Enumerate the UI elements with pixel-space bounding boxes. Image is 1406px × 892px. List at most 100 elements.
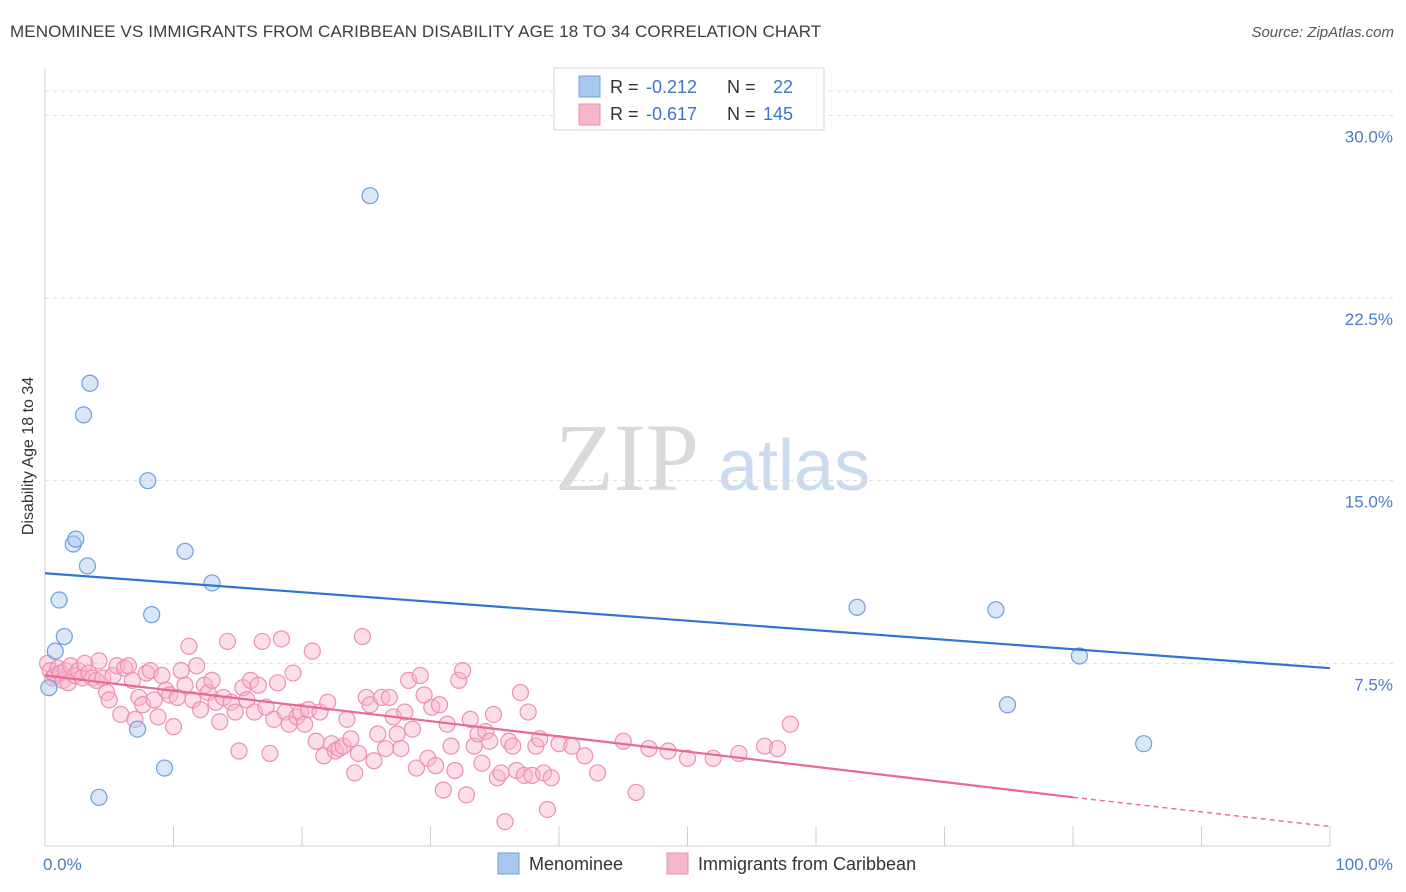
caribbean-point-119: [481, 732, 499, 750]
legend-top-r-label-1: R =: [610, 77, 639, 97]
caribbean-point-102: [415, 686, 433, 704]
caribbean-point-109: [442, 737, 460, 755]
caribbean-point-85: [349, 744, 368, 763]
caribbean-point-65: [272, 630, 291, 648]
menominee-point-19: [998, 696, 1017, 714]
legend-top-n-value-2: 145: [763, 104, 793, 124]
legend-top-r-value-1: -0.212: [646, 77, 697, 97]
caribbean-point-114: [461, 710, 479, 728]
trend-lines: [44, 572, 1331, 828]
menominee-point-4: [64, 535, 82, 553]
menominee-point-21: [1135, 735, 1153, 753]
caribbean-point-135: [542, 769, 560, 787]
legend-top: R = -0.212 N = 22 R = -0.617 N = 145: [553, 67, 825, 131]
menominee-point-11: [139, 472, 157, 490]
caribbean-point-82: [338, 710, 356, 728]
source-credit: Source: ZipAtlas.com: [1251, 24, 1394, 41]
caribbean-point-49: [211, 713, 229, 731]
caribbean-point-125: [504, 737, 522, 755]
caribbean-point-62: [261, 744, 279, 763]
caribbean-point-17: [90, 652, 108, 670]
caribbean-point-122: [492, 764, 510, 782]
menominee-point-2: [50, 591, 68, 609]
caribbean-point-134: [538, 800, 557, 819]
caribbean-point-100: [407, 759, 425, 777]
legend-top-n-value-1: 22: [773, 77, 793, 97]
menominee-point-1: [46, 642, 64, 660]
caribbean-point-129: [519, 703, 537, 721]
y-tick-label-0: 7.5%: [1354, 675, 1393, 694]
x-tick-max-label: 100.0%: [1335, 855, 1393, 874]
menominee-point-20: [1070, 647, 1089, 665]
caribbean-point-33: [149, 708, 167, 726]
caribbean-point-68: [284, 664, 302, 682]
caribbean-point-105: [427, 757, 445, 775]
caribbean-point-148: [768, 739, 787, 758]
caribbean-point-93: [380, 688, 398, 707]
caribbean-point-84: [346, 764, 364, 782]
caribbean-point-123: [496, 813, 514, 831]
caribbean-point-74: [307, 732, 325, 750]
caribbean-point-53: [226, 703, 244, 721]
caribbean-point-144: [678, 749, 697, 767]
caribbean-point-140: [614, 732, 632, 750]
caribbean-point-106: [430, 696, 449, 714]
menominee-trend-line: [44, 572, 1331, 670]
caribbean-point-113: [457, 786, 476, 804]
y-tick-labels: 7.5% 15.0% 22.5% 30.0%: [1345, 127, 1393, 694]
gridlines: [45, 90, 1393, 664]
caribbean-point-39: [172, 662, 190, 680]
menominee-point-17: [848, 598, 866, 616]
caribbean-point-149: [781, 715, 799, 733]
menominee-point-6: [74, 406, 93, 424]
caribbean-point-20: [100, 691, 118, 709]
y-tick-label-1: 15.0%: [1345, 493, 1393, 512]
watermark: ZIP atlas: [555, 404, 870, 511]
caribbean-point-89: [365, 752, 383, 770]
caribbean-point-13: [76, 654, 94, 672]
caribbean-point-51: [218, 632, 237, 651]
caribbean-point-37: [164, 718, 183, 736]
menominee-point-10: [128, 720, 147, 738]
caribbean-point-83: [342, 730, 360, 748]
caribbean-point-60: [253, 632, 271, 651]
legend-bottom-label-caribbean: Immigrants from Caribbean: [698, 854, 916, 874]
caribbean-point-73: [303, 642, 321, 660]
menominee-point-7: [78, 557, 97, 575]
caribbean-point-127: [511, 683, 530, 702]
legend-top-r-value-2: -0.617: [646, 104, 697, 124]
menominee-point-16: [361, 187, 379, 205]
menominee-point-9: [90, 788, 108, 806]
menominee-point-18: [987, 601, 1005, 619]
legend-top-r-label-2: R =: [610, 104, 639, 124]
caribbean-point-25: [119, 657, 138, 675]
menominee-point-3: [55, 627, 73, 646]
watermark-atlas: atlas: [718, 426, 870, 506]
caribbean-point-32: [145, 691, 163, 709]
watermark-zip: ZIP: [555, 404, 699, 511]
caribbean-point-92: [376, 739, 395, 758]
caribbean-point-54: [230, 742, 248, 760]
legend-top-swatch-menominee: [578, 75, 601, 98]
legend-bottom-swatch-caribbean: [666, 852, 689, 875]
series-immigrants-from-caribbean: [38, 627, 799, 831]
caribbean-point-138: [576, 747, 594, 765]
y-tick-label-2: 22.5%: [1345, 310, 1393, 329]
chart-title: MENOMINEE VS IMMIGRANTS FROM CARIBBEAN D…: [10, 22, 822, 41]
caribbean-point-145: [704, 749, 722, 767]
caribbean-point-117: [473, 754, 491, 772]
caribbean-point-107: [434, 781, 452, 799]
menominee-point-5: [67, 530, 85, 548]
caribbean-point-59: [249, 676, 267, 694]
x-tick-min-label: 0.0%: [43, 855, 82, 874]
caribbean-point-34: [153, 666, 171, 685]
series-menominee: [40, 187, 1153, 806]
caribbean-point-41: [180, 637, 198, 655]
menominee-point-15: [203, 574, 221, 592]
legend-bottom-label-menominee: Menominee: [529, 854, 623, 874]
caribbean-point-141: [627, 783, 645, 802]
menominee-point-0: [40, 679, 58, 697]
caribbean-point-47: [203, 671, 221, 689]
caribbean-point-27: [126, 710, 144, 728]
